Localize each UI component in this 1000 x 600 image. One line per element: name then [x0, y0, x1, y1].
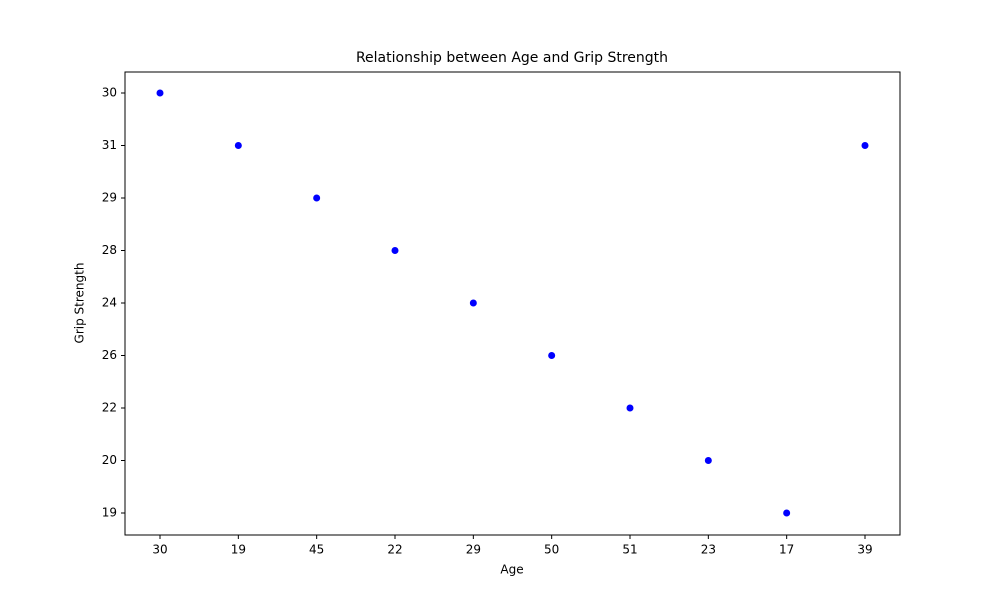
plot-frame	[124, 71, 901, 536]
point	[313, 194, 321, 202]
y-tick-label: 31	[102, 138, 117, 152]
y-tick-label: 30	[102, 86, 117, 100]
point	[704, 457, 712, 464]
x-tick-label: 23	[701, 543, 716, 557]
y-axis-label: Grip Strength	[73, 263, 87, 344]
y-tick-label: 26	[102, 348, 117, 362]
chart-title: Relationship between Age and Grip Streng…	[356, 50, 668, 66]
x-tick-label: 51	[622, 543, 637, 557]
point	[469, 299, 477, 307]
point	[156, 89, 164, 97]
point	[861, 142, 869, 149]
y-tick-label: 19	[102, 506, 117, 520]
y-tick-label: 20	[102, 453, 117, 467]
point	[391, 247, 399, 254]
x-tick-label: 45	[309, 543, 324, 557]
y-tick-label: 24	[102, 296, 117, 310]
x-tick-label: 30	[152, 543, 167, 557]
y-tick-label: 22	[102, 401, 117, 415]
x-tick-label: 39	[857, 543, 872, 557]
x-tick-label: 29	[466, 543, 481, 557]
x-axis-label: Age	[500, 563, 523, 577]
y-tick-label: 29	[102, 191, 117, 205]
x-tick-label: 17	[779, 543, 794, 557]
point	[548, 352, 556, 359]
point	[783, 509, 791, 517]
x-tick-label: 50	[544, 543, 559, 557]
y-tick-label: 28	[102, 243, 117, 257]
point	[626, 404, 634, 412]
x-tick-label: 22	[387, 543, 402, 557]
x-tick-label: 19	[231, 543, 246, 557]
point	[234, 142, 242, 149]
